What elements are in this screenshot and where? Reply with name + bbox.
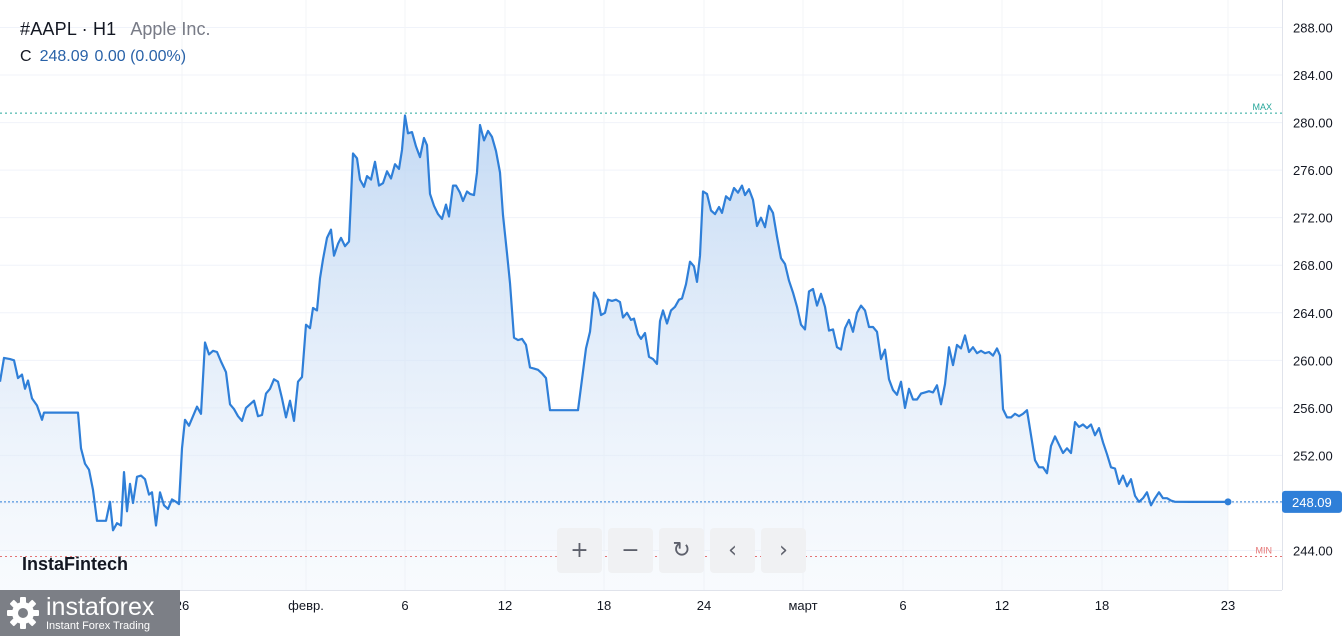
y-tick-label: 288.00 bbox=[1293, 21, 1333, 36]
chart-toolbar: + − ↻ ‹ › bbox=[557, 528, 806, 573]
zoom-in-button[interactable]: + bbox=[557, 528, 602, 573]
change-value: 0.00 (0.00%) bbox=[94, 48, 187, 65]
legend-values-row: C 248.09 0.00 (0.00%) bbox=[20, 44, 210, 70]
x-tick-label: 12 bbox=[995, 598, 1009, 613]
x-tick-label: март bbox=[788, 598, 817, 613]
y-tick-label: 272.00 bbox=[1293, 211, 1333, 226]
y-tick-label: 284.00 bbox=[1293, 68, 1333, 83]
y-tick-label: 256.00 bbox=[1293, 401, 1333, 416]
chart-legend: #AAPL · H1 Apple Inc. C 248.09 0.00 (0.00%) bbox=[20, 16, 210, 70]
scroll-right-button[interactable]: › bbox=[761, 528, 806, 573]
instaforex-logo: instaforex Instant Forex Trading bbox=[0, 590, 180, 636]
last-price-dot bbox=[1224, 498, 1232, 506]
scroll-left-button[interactable]: ‹ bbox=[710, 528, 755, 573]
logo-tagline: Instant Forex Trading bbox=[46, 620, 150, 632]
logo-brand-name: instaforex bbox=[46, 593, 155, 621]
close-label: C bbox=[20, 48, 32, 65]
price-line bbox=[0, 114, 1228, 532]
x-tick-label: 18 bbox=[597, 598, 611, 613]
x-tick-label: 24 bbox=[697, 598, 711, 613]
company-name: Apple Inc. bbox=[130, 19, 211, 39]
x-tick-label: 12 bbox=[498, 598, 512, 613]
price-axis[interactable]: 288.00 284.00 280.00 276.00 272.00 268.00 264.… bbox=[1293, 21, 1333, 559]
y-tick-label: 244.00 bbox=[1293, 544, 1333, 559]
y-tick-label: 280.00 bbox=[1293, 116, 1333, 131]
reset-button[interactable]: ↻ bbox=[659, 528, 704, 573]
x-tick-label: 6 bbox=[899, 598, 906, 613]
watermark-brand: InstaFintech bbox=[22, 554, 129, 574]
y-tick-label: 264.00 bbox=[1293, 306, 1333, 321]
zoom-out-button[interactable]: − bbox=[608, 528, 653, 573]
close-value: 248.09 bbox=[39, 48, 89, 65]
min-label: MIN bbox=[1256, 545, 1273, 555]
gear-icon bbox=[7, 597, 39, 629]
y-tick-label: 260.00 bbox=[1293, 353, 1333, 368]
last-price-badge: 248.09 bbox=[1282, 490, 1342, 513]
y-tick-label: 268.00 bbox=[1293, 258, 1333, 273]
x-tick-label: февр. bbox=[288, 598, 324, 613]
time-axis[interactable]: 26 февр. 6 12 18 24 март 6 12 18 23 bbox=[175, 598, 1235, 613]
y-tick-label: 252.00 bbox=[1293, 448, 1333, 463]
last-price-badge-text: 248.09 bbox=[1292, 495, 1332, 510]
price-area-fill bbox=[0, 115, 1228, 590]
last-price-badge-bg bbox=[1282, 490, 1342, 513]
symbol-label[interactable]: #AAPL · H1 bbox=[20, 19, 117, 39]
legend-title-row: #AAPL · H1 Apple Inc. bbox=[20, 16, 210, 42]
y-tick-label: 276.00 bbox=[1293, 163, 1333, 178]
x-tick-label: 18 bbox=[1095, 598, 1109, 613]
x-tick-label: 23 bbox=[1221, 598, 1235, 613]
max-label: MAX bbox=[1252, 102, 1272, 112]
x-tick-label: 6 bbox=[401, 598, 408, 613]
